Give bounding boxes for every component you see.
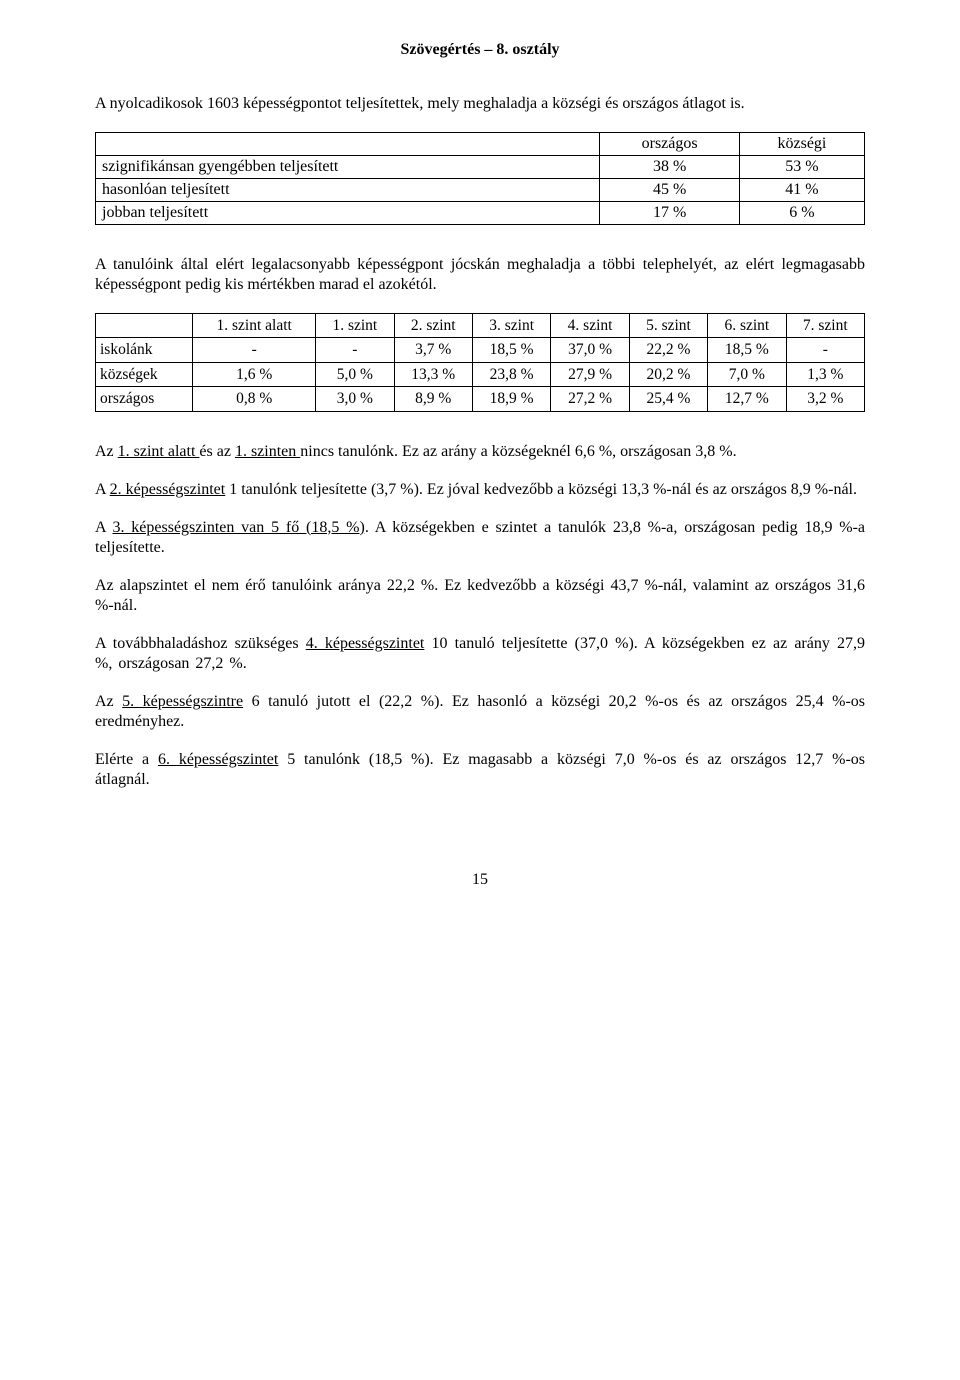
table-cell: országos xyxy=(600,133,740,156)
table-cell: hasonlóan teljesített xyxy=(96,179,600,202)
table-cell: 6. szint xyxy=(708,314,786,338)
table-cell: 41 % xyxy=(739,179,864,202)
table-cell xyxy=(96,133,600,156)
text: Az xyxy=(95,443,118,460)
table-cell: - xyxy=(193,338,316,362)
table-cell: 18,5 % xyxy=(708,338,786,362)
table-cell: községek xyxy=(96,362,193,386)
table-cell: 6 % xyxy=(739,202,864,225)
table-cell: 3,2 % xyxy=(786,387,864,411)
table-cell xyxy=(96,314,193,338)
table-cell: 23,8 % xyxy=(472,362,550,386)
table-cell: 3. szint xyxy=(472,314,550,338)
table-cell: 2. szint xyxy=(394,314,472,338)
table-cell: 5,0 % xyxy=(316,362,394,386)
table-row: iskolánk - - 3,7 % 18,5 % 37,0 % 22,2 % … xyxy=(96,338,865,362)
table-row: községek 1,6 % 5,0 % 13,3 % 23,8 % 27,9 … xyxy=(96,362,865,386)
underline-text: 1. szint alatt xyxy=(118,443,200,460)
table-cell: 1,3 % xyxy=(786,362,864,386)
table-cell: 18,5 % xyxy=(472,338,550,362)
intro-paragraph: A nyolcadikosok 1603 képességpontot telj… xyxy=(95,94,865,114)
table-cell: 7. szint xyxy=(786,314,864,338)
underline-text: 5. képességszintre xyxy=(122,693,243,710)
text: 1 tanulónk teljesítette (3,7 %). Ez jóva… xyxy=(225,481,857,498)
table-performance: országos községi szignifikánsan gyengébb… xyxy=(95,132,865,225)
underline-text: 1. szinten xyxy=(235,443,300,460)
table-row: hasonlóan teljesített 45 % 41 % xyxy=(96,179,865,202)
paragraph: A 3. képességszinten van 5 fő (18,5 %). … xyxy=(95,518,865,558)
underline-text: 3. képességszinten van 5 fő (18,5 %) xyxy=(112,519,364,536)
table-cell: 18,9 % xyxy=(472,387,550,411)
text: Az xyxy=(95,693,122,710)
table-cell: - xyxy=(316,338,394,362)
table-cell: 1. szint alatt xyxy=(193,314,316,338)
underline-text: 6. képességszintet xyxy=(158,751,278,768)
text: A xyxy=(95,481,110,498)
table-cell: 7,0 % xyxy=(708,362,786,386)
table-cell: szignifikánsan gyengébben teljesített xyxy=(96,156,600,179)
table-row: 1. szint alatt 1. szint 2. szint 3. szin… xyxy=(96,314,865,338)
table-cell: 5. szint xyxy=(629,314,707,338)
underline-text: 2. képességszintet xyxy=(110,481,226,498)
paragraph: A továbbhaladáshoz szükséges 4. képesség… xyxy=(95,634,865,674)
table-cell: 3,0 % xyxy=(316,387,394,411)
table-cell: 45 % xyxy=(600,179,740,202)
text: Elérte a xyxy=(95,751,158,768)
table-cell: 3,7 % xyxy=(394,338,472,362)
table-row: szignifikánsan gyengébben teljesített 38… xyxy=(96,156,865,179)
table-cell: iskolánk xyxy=(96,338,193,362)
table-cell: 53 % xyxy=(739,156,864,179)
text: nincs tanulónk. Ez az arány a községekné… xyxy=(300,443,736,460)
table-cell: 12,7 % xyxy=(708,387,786,411)
table-cell: 4. szint xyxy=(551,314,629,338)
text: és az xyxy=(199,443,235,460)
paragraph: A tanulóink által elért legalacsonyabb k… xyxy=(95,255,865,295)
table-cell: 13,3 % xyxy=(394,362,472,386)
paragraph: Az alapszintet el nem érő tanulóink arán… xyxy=(95,576,865,616)
table-cell: 25,4 % xyxy=(629,387,707,411)
table-cell: 1. szint xyxy=(316,314,394,338)
paragraph: Az 5. képességszintre 6 tanuló jutott el… xyxy=(95,692,865,732)
table-cell: - xyxy=(786,338,864,362)
page-number: 15 xyxy=(95,870,865,890)
table-row: országos községi xyxy=(96,133,865,156)
table-cell: 17 % xyxy=(600,202,740,225)
table-cell: 27,2 % xyxy=(551,387,629,411)
text: A továbbhaladáshoz szükséges xyxy=(95,635,306,652)
text: A xyxy=(95,519,112,536)
table-cell: 1,6 % xyxy=(193,362,316,386)
table-cell: 22,2 % xyxy=(629,338,707,362)
paragraph: Elérte a 6. képességszintet 5 tanulónk (… xyxy=(95,750,865,790)
table-cell: községi xyxy=(739,133,864,156)
table-levels: 1. szint alatt 1. szint 2. szint 3. szin… xyxy=(95,313,865,412)
table-cell: 8,9 % xyxy=(394,387,472,411)
table-cell: 37,0 % xyxy=(551,338,629,362)
table-cell: 38 % xyxy=(600,156,740,179)
table-cell: jobban teljesített xyxy=(96,202,600,225)
page-title: Szövegértés – 8. osztály xyxy=(95,40,865,60)
paragraph: A 2. képességszintet 1 tanulónk teljesít… xyxy=(95,480,865,500)
underline-text: 4. képességszintet xyxy=(306,635,425,652)
table-cell: 20,2 % xyxy=(629,362,707,386)
table-row: országos 0,8 % 3,0 % 8,9 % 18,9 % 27,2 %… xyxy=(96,387,865,411)
table-cell: országos xyxy=(96,387,193,411)
table-row: jobban teljesített 17 % 6 % xyxy=(96,202,865,225)
paragraph: Az 1. szint alatt és az 1. szinten nincs… xyxy=(95,442,865,462)
table-cell: 0,8 % xyxy=(193,387,316,411)
table-cell: 27,9 % xyxy=(551,362,629,386)
